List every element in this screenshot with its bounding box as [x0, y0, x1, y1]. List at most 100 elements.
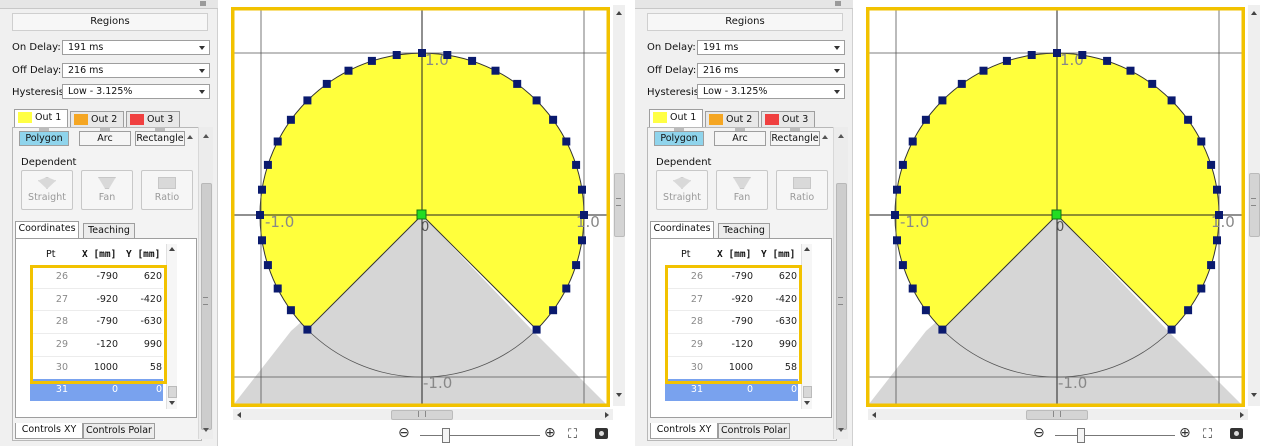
- region-plot[interactable]: 1.0 -1.0 1.0 -1.0 0: [866, 7, 1245, 407]
- scroll-down-icon[interactable]: [838, 428, 844, 432]
- zoom-in-icon[interactable]: ⊕: [544, 425, 556, 441]
- tab-arc[interactable]: Arc: [714, 127, 766, 146]
- polygon-vertex[interactable]: [1213, 185, 1221, 194]
- polygon-vertex[interactable]: [322, 79, 331, 88]
- origin-vertex[interactable]: [1051, 209, 1062, 220]
- scroll-up-icon[interactable]: [838, 134, 844, 138]
- polygon-vertex[interactable]: [1213, 236, 1221, 245]
- polygon-vertex[interactable]: [578, 185, 586, 194]
- scroll-up-icon[interactable]: [187, 135, 193, 139]
- polygon-vertex[interactable]: [562, 284, 571, 293]
- polygon-vertex[interactable]: [1197, 284, 1206, 293]
- settings-scrollbar[interactable]: [833, 127, 848, 439]
- polygon-vertex[interactable]: [303, 325, 312, 334]
- polygon-vertex[interactable]: [1167, 325, 1176, 334]
- camera-icon[interactable]: [595, 428, 608, 439]
- polygon-vertex[interactable]: [580, 211, 588, 219]
- polygon-vertex[interactable]: [418, 49, 426, 57]
- table-row[interactable]: 31 0 0: [665, 378, 798, 401]
- top-scrollbar[interactable]: [0, 0, 218, 9]
- polygon-vertex[interactable]: [532, 325, 541, 334]
- table-row[interactable]: 29 -120 990: [30, 333, 163, 355]
- zoom-out-icon[interactable]: ⊖: [1033, 425, 1045, 441]
- polygon-vertex[interactable]: [256, 211, 264, 219]
- tab-out-2[interactable]: Out 2: [705, 111, 759, 127]
- plot-vertical-scrollbar[interactable]: [613, 5, 625, 406]
- fan-button[interactable]: Fan: [81, 170, 133, 210]
- polygon-vertex[interactable]: [957, 79, 966, 88]
- polygon-vertex[interactable]: [263, 261, 272, 270]
- polygon-vertex[interactable]: [898, 160, 907, 169]
- tab-out-3[interactable]: Out 3: [761, 111, 815, 127]
- polygon-vertex[interactable]: [1078, 51, 1087, 59]
- scroll-up-icon[interactable]: [804, 247, 810, 251]
- tab-teaching[interactable]: Teaching: [718, 223, 770, 238]
- scroll-left-icon[interactable]: [872, 412, 876, 418]
- tab-teaching[interactable]: Teaching: [83, 223, 135, 238]
- polygon-vertex[interactable]: [344, 66, 353, 75]
- scroll-up-icon[interactable]: [822, 135, 828, 139]
- zoom-out-icon[interactable]: ⊖: [398, 425, 410, 441]
- ratio-button[interactable]: Ratio: [141, 170, 193, 210]
- tab-controls-polar[interactable]: Controls Polar: [83, 423, 155, 439]
- table-row[interactable]: 28 -790 -630: [30, 310, 163, 332]
- polygon-vertex[interactable]: [893, 236, 901, 245]
- settings-scrollbar[interactable]: [198, 127, 213, 439]
- polygon-vertex[interactable]: [1053, 49, 1061, 57]
- polygon-vertex[interactable]: [258, 236, 266, 245]
- polygon-vertex[interactable]: [1197, 137, 1206, 146]
- tab-out-2[interactable]: Out 2: [70, 111, 124, 127]
- polygon-vertex[interactable]: [532, 96, 541, 105]
- scroll-down-icon[interactable]: [169, 401, 175, 405]
- origin-vertex[interactable]: [416, 209, 427, 220]
- polygon-vertex[interactable]: [891, 211, 899, 219]
- zoom-slider-track[interactable]: [420, 435, 540, 436]
- polygon-vertex[interactable]: [1215, 211, 1223, 219]
- polygon-vertex[interactable]: [392, 51, 401, 59]
- polygon-vertex[interactable]: [938, 96, 947, 105]
- polygon-vertex[interactable]: [898, 261, 907, 270]
- settings-scroll-thumb[interactable]: [201, 183, 212, 430]
- polygon-vertex[interactable]: [273, 284, 282, 293]
- scroll-down-icon[interactable]: [203, 428, 209, 432]
- on-delay-dropdown[interactable]: 191 ms: [697, 40, 845, 55]
- ratio-button[interactable]: Ratio: [776, 170, 828, 210]
- tab-polygon[interactable]: Polygon: [654, 127, 704, 146]
- tab-polygon[interactable]: Polygon: [19, 127, 69, 146]
- polygon-vertex[interactable]: [258, 185, 266, 194]
- hysteresis-dropdown[interactable]: Low - 3.125%: [62, 84, 210, 99]
- top-scrollbar[interactable]: [635, 0, 853, 9]
- plot-hscroll-thumb[interactable]: [1026, 410, 1088, 420]
- off-delay-dropdown[interactable]: 216 ms: [62, 63, 210, 78]
- zoom-slider-thumb[interactable]: [442, 428, 450, 443]
- table-scrollbar[interactable]: [801, 244, 812, 409]
- polygon-vertex[interactable]: [549, 306, 558, 315]
- straight-button[interactable]: Straight: [21, 170, 73, 210]
- tab-rectangle[interactable]: Rectangle: [135, 127, 185, 146]
- scroll-up-icon[interactable]: [169, 247, 175, 251]
- tab-out-1[interactable]: Out 1: [649, 109, 703, 127]
- polygon-vertex[interactable]: [979, 66, 988, 75]
- polygon-vertex[interactable]: [562, 137, 571, 146]
- polygon-vertex[interactable]: [578, 236, 586, 245]
- plot-hscroll-thumb[interactable]: [391, 410, 453, 420]
- polygon-vertex[interactable]: [286, 306, 295, 315]
- tab-coordinates[interactable]: Coordinates: [650, 221, 714, 238]
- polygon-vertex[interactable]: [1167, 96, 1176, 105]
- polygon-vertex[interactable]: [1002, 56, 1011, 65]
- polygon-vertex[interactable]: [549, 115, 558, 124]
- polygon-vertex[interactable]: [286, 115, 295, 124]
- straight-button[interactable]: Straight: [656, 170, 708, 210]
- tab-controls-polar[interactable]: Controls Polar: [718, 423, 790, 439]
- table-scroll-thumb[interactable]: [168, 386, 177, 398]
- polygon-vertex[interactable]: [303, 96, 312, 105]
- scroll-left-icon[interactable]: [237, 412, 241, 418]
- polygon-vertex[interactable]: [513, 79, 522, 88]
- polygon-vertex[interactable]: [1207, 160, 1216, 169]
- polygon-vertex[interactable]: [572, 261, 581, 270]
- polygon-vertex[interactable]: [1207, 261, 1216, 270]
- polygon-vertex[interactable]: [263, 160, 272, 169]
- scroll-up-icon[interactable]: [616, 11, 622, 15]
- settings-scroll-thumb[interactable]: [836, 183, 847, 430]
- table-row[interactable]: 29 -120 990: [665, 333, 798, 355]
